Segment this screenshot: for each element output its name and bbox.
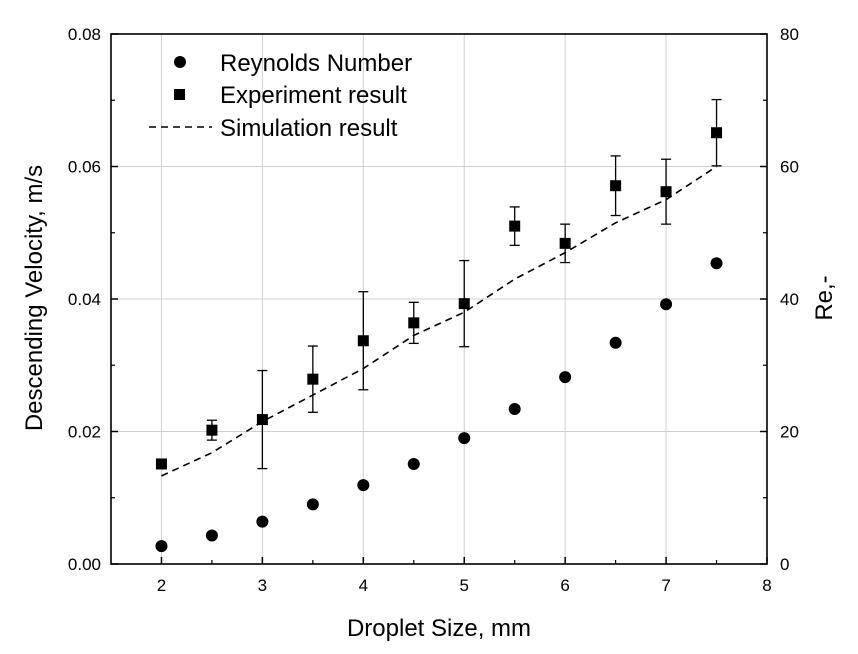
y-left-tick-label: 0.02 bbox=[68, 423, 101, 442]
x-tick-label: 6 bbox=[560, 576, 569, 595]
reynolds-point bbox=[407, 457, 420, 470]
legend-square-marker bbox=[174, 89, 185, 100]
experiment-point bbox=[357, 335, 369, 347]
experiment-point bbox=[559, 237, 571, 249]
reynolds-point bbox=[155, 540, 168, 553]
reynolds-point bbox=[660, 298, 673, 311]
x-tick-label: 7 bbox=[661, 576, 670, 595]
experiment-point bbox=[155, 458, 167, 470]
y-right-tick-label: 0 bbox=[780, 555, 789, 574]
experiment-point bbox=[610, 180, 622, 192]
axis-ticks: 2 3 4 5 6 7 8 0.00 0.02 0.04 0.06 0.08 0 20 40 60 80 bbox=[68, 25, 799, 595]
legend-circle-marker bbox=[174, 56, 186, 68]
experiment-point bbox=[307, 373, 319, 385]
x-axis-title: Droplet Size, mm bbox=[347, 615, 531, 642]
reynolds-point bbox=[508, 402, 521, 415]
x-tick-label: 2 bbox=[157, 576, 166, 595]
y-left-tick-label: 0.00 bbox=[68, 555, 101, 574]
y-left-tick-label: 0.08 bbox=[68, 25, 101, 44]
reynolds-point bbox=[256, 515, 269, 528]
plot-marks bbox=[155, 98, 723, 553]
reynolds-point bbox=[357, 479, 370, 492]
legend-label-simulation: Simulation result bbox=[220, 115, 398, 142]
reynolds-point bbox=[559, 371, 572, 384]
experiment-point bbox=[711, 127, 723, 139]
experiment-point bbox=[256, 414, 268, 426]
experiment-point bbox=[660, 186, 672, 198]
experiment-point bbox=[509, 220, 521, 232]
reynolds-point bbox=[306, 498, 319, 511]
reynolds-point bbox=[710, 257, 723, 270]
x-tick-label: 5 bbox=[459, 576, 468, 595]
y-right-tick-label: 40 bbox=[780, 290, 799, 309]
y-axis-right-title: Re,- bbox=[811, 275, 838, 320]
y-right-tick-label: 60 bbox=[780, 158, 799, 177]
reynolds-point bbox=[458, 432, 471, 445]
y-left-tick-label: 0.04 bbox=[68, 290, 101, 309]
experiment-point bbox=[458, 298, 470, 310]
legend-label-reynolds: Reynolds Number bbox=[220, 50, 412, 77]
simulation-line bbox=[161, 165, 717, 477]
legend-label-experiment: Experiment result bbox=[220, 82, 407, 109]
experiment-point bbox=[408, 317, 420, 329]
reynolds-point bbox=[205, 529, 218, 542]
x-tick-label: 4 bbox=[359, 576, 368, 595]
plot-frame bbox=[110, 33, 768, 565]
x-tick-label: 8 bbox=[762, 576, 771, 595]
experiment-point bbox=[206, 424, 218, 436]
y-left-tick-label: 0.06 bbox=[68, 158, 101, 177]
reynolds-point bbox=[609, 336, 622, 349]
legend: Reynolds Number Experiment result Simula… bbox=[149, 50, 412, 142]
y-right-tick-label: 20 bbox=[780, 423, 799, 442]
x-tick-label: 3 bbox=[258, 576, 267, 595]
y-right-tick-label: 80 bbox=[780, 25, 799, 44]
y-axis-left-title: Descending Velocity, m/s bbox=[21, 165, 48, 431]
